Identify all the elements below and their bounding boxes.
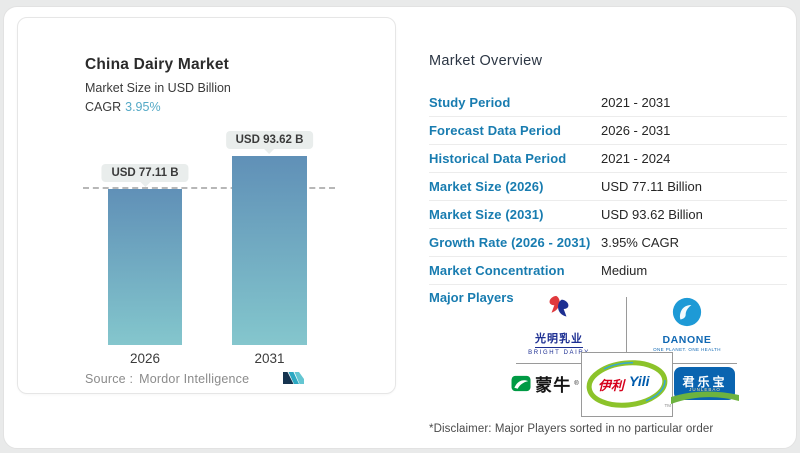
chart-title: China Dairy Market	[85, 56, 230, 73]
table-row: Study Period 2021 - 2031	[429, 89, 787, 117]
row-label: Market Concentration	[429, 263, 565, 278]
logo-mengniu: 蒙牛 ®	[506, 371, 584, 396]
table-row: Market Concentration Medium	[429, 257, 787, 285]
bar-value-label-2026: USD 77.11 B	[101, 164, 189, 187]
overview-heading: Market Overview	[429, 53, 543, 69]
major-players-disclaimer: *Disclaimer: Major Players sorted in no …	[429, 423, 714, 435]
yili-box: 伊利 Yili TM	[581, 352, 673, 417]
table-row: Market Size (2026) USD 77.11 Billion	[429, 173, 787, 201]
chart-subtitle: Market Size in USD Billion	[85, 81, 231, 95]
chart-header: China Dairy Market Market Size in USD Bi…	[85, 56, 231, 114]
market-overview-panel: Market Overview Study Period 2021 - 2031 …	[414, 47, 794, 452]
chart-cagr-line: CAGR 3.95%	[85, 100, 231, 114]
logo-danone: DANONE ONE PLANET. ONE HEALTH	[649, 297, 725, 352]
row-label: Study Period	[429, 95, 511, 110]
source-label: Source :	[85, 372, 134, 386]
logo-junlebao: 君乐宝 JUNLEBAO	[671, 365, 739, 411]
connector-line-vertical	[626, 297, 627, 352]
yili-latin-name: Yili	[629, 373, 650, 389]
mordor-intelligence-logo-icon	[282, 370, 305, 391]
report-card: China Dairy Market Market Size in USD Bi…	[3, 6, 797, 449]
bar-value-label-2031: USD 93.62 B	[225, 131, 314, 154]
row-label: Growth Rate (2026 - 2031)	[429, 235, 591, 250]
bright-dairy-cjk-name: 光明乳业	[535, 330, 583, 348]
connector-line-right	[671, 363, 737, 364]
junlebao-cjk-name: 君乐宝	[682, 375, 728, 389]
junlebao-latin-name: JUNLEBAO	[689, 387, 721, 392]
connector-line-left	[516, 363, 581, 364]
row-value: 3.95% CAGR	[601, 235, 680, 250]
yili-tm-mark: TM	[664, 403, 672, 408]
row-label: Historical Data Period	[429, 151, 567, 166]
danone-tagline: ONE PLANET. ONE HEALTH	[653, 347, 721, 352]
danone-globe-icon	[672, 297, 702, 327]
yili-cjk-name: 伊利	[598, 378, 625, 393]
market-size-chart-card: China Dairy Market Market Size in USD Bi…	[17, 17, 396, 394]
overview-table: Study Period 2021 - 2031 Forecast Data Pe…	[429, 89, 787, 285]
logo-yili: 伊利 Yili TM	[585, 358, 672, 410]
bar-2031: USD 93.62 B 2031	[225, 131, 314, 366]
row-value: USD 77.11 Billion	[601, 179, 702, 194]
cagr-label: CAGR	[85, 100, 122, 114]
row-value: 2021 - 2031	[601, 95, 671, 110]
x-axis-label-2031: 2031	[254, 351, 285, 366]
logo-bright-dairy: 光明乳业 BRIGHT DAIRY	[519, 295, 599, 356]
source-value: Mordor Intelligence	[139, 372, 250, 386]
table-row: Historical Data Period 2021 - 2024	[429, 145, 787, 173]
mengniu-reg-mark: ®	[574, 380, 579, 387]
yili-oval-icon	[586, 360, 668, 408]
x-axis-label-2026: 2026	[129, 351, 161, 366]
row-value: Medium	[601, 263, 648, 278]
row-label: Market Size (2026)	[429, 179, 544, 194]
source-attribution: Source : Mordor Intelligence	[85, 372, 249, 386]
row-value: USD 93.62 Billion	[601, 207, 703, 222]
bright-dairy-ribbon-icon	[549, 295, 569, 317]
bright-dairy-latin-name: BRIGHT DAIRY	[528, 350, 590, 356]
cagr-value: 3.95%	[125, 100, 161, 114]
danone-name: DANONE	[662, 334, 712, 346]
table-row: Growth Rate (2026 - 2031) 3.95% CAGR	[429, 229, 787, 257]
major-players-label: Major Players	[429, 290, 514, 305]
bar-2026: USD 77.11 B 2026	[101, 164, 189, 366]
table-row: Forecast Data Period 2026 - 2031	[429, 117, 787, 145]
reference-dashed-line	[83, 187, 335, 189]
row-value: 2021 - 2024	[601, 151, 671, 166]
row-value: 2026 - 2031	[601, 123, 671, 138]
row-label: Forecast Data Period	[429, 123, 562, 138]
table-row: Market Size (2031) USD 93.62 Billion	[429, 201, 787, 229]
mengniu-leaf-icon	[511, 375, 531, 392]
row-label: Market Size (2031)	[429, 207, 544, 222]
mengniu-cjk-name: 蒙牛	[535, 376, 572, 395]
junlebao-badge-icon	[671, 367, 739, 404]
